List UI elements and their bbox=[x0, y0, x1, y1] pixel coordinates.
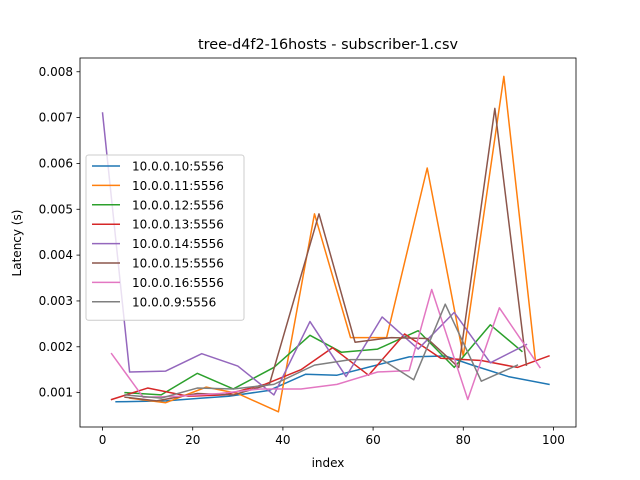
y-tick-label: 0.007 bbox=[39, 111, 73, 125]
y-tick-label: 0.006 bbox=[39, 156, 73, 170]
y-tick-label: 0.002 bbox=[39, 340, 73, 354]
series-line-6 bbox=[110, 288, 541, 401]
x-tick-label: 0 bbox=[99, 433, 107, 447]
legend-label-0: 10.0.0.10:5556 bbox=[132, 160, 224, 174]
legend-label-6: 10.0.0.16:5556 bbox=[132, 276, 224, 290]
y-tick-label: 0.003 bbox=[39, 294, 73, 308]
series-line-1 bbox=[128, 75, 537, 413]
series-line-4 bbox=[101, 112, 528, 396]
plot-area bbox=[101, 75, 550, 413]
legend-label-7: 10.0.0.9:5556 bbox=[132, 295, 216, 309]
y-tick-label: 0.008 bbox=[39, 65, 73, 79]
series-line-5 bbox=[124, 107, 528, 402]
legend-label-4: 10.0.0.14:5556 bbox=[132, 237, 224, 251]
x-tick-label: 60 bbox=[365, 433, 380, 447]
y-tick-label: 0.004 bbox=[39, 248, 73, 262]
x-axis-title: index bbox=[312, 456, 345, 470]
y-axis-title: Latency (s) bbox=[10, 210, 24, 277]
legend-label-2: 10.0.0.12:5556 bbox=[132, 198, 224, 212]
legend-label-3: 10.0.0.13:5556 bbox=[132, 218, 224, 232]
chart-title: tree-d4f2-16hosts - subscriber-1.csv bbox=[198, 37, 458, 53]
legend-label-5: 10.0.0.15:5556 bbox=[132, 257, 224, 271]
legend: 10.0.0.10:5556 10.0.0.11:5556 10.0.0.12:55… bbox=[85, 154, 245, 321]
axes: 0 20 40 60 80 100 0.001 0.002 0.003 0.004 0.005 0.0… bbox=[39, 57, 577, 447]
series-line-0 bbox=[115, 355, 550, 403]
plot-frame bbox=[79, 57, 577, 428]
x-tick-label: 80 bbox=[456, 433, 471, 447]
x-tick-label: 40 bbox=[275, 433, 290, 447]
legend-box bbox=[85, 154, 245, 321]
y-tick-label: 0.005 bbox=[39, 202, 73, 216]
x-tick-label: 100 bbox=[542, 433, 565, 447]
legend-label-1: 10.0.0.11:5556 bbox=[132, 179, 224, 193]
x-tick-label: 20 bbox=[185, 433, 200, 447]
series-line-7 bbox=[124, 303, 519, 399]
y-tick-label: 0.001 bbox=[39, 386, 73, 400]
